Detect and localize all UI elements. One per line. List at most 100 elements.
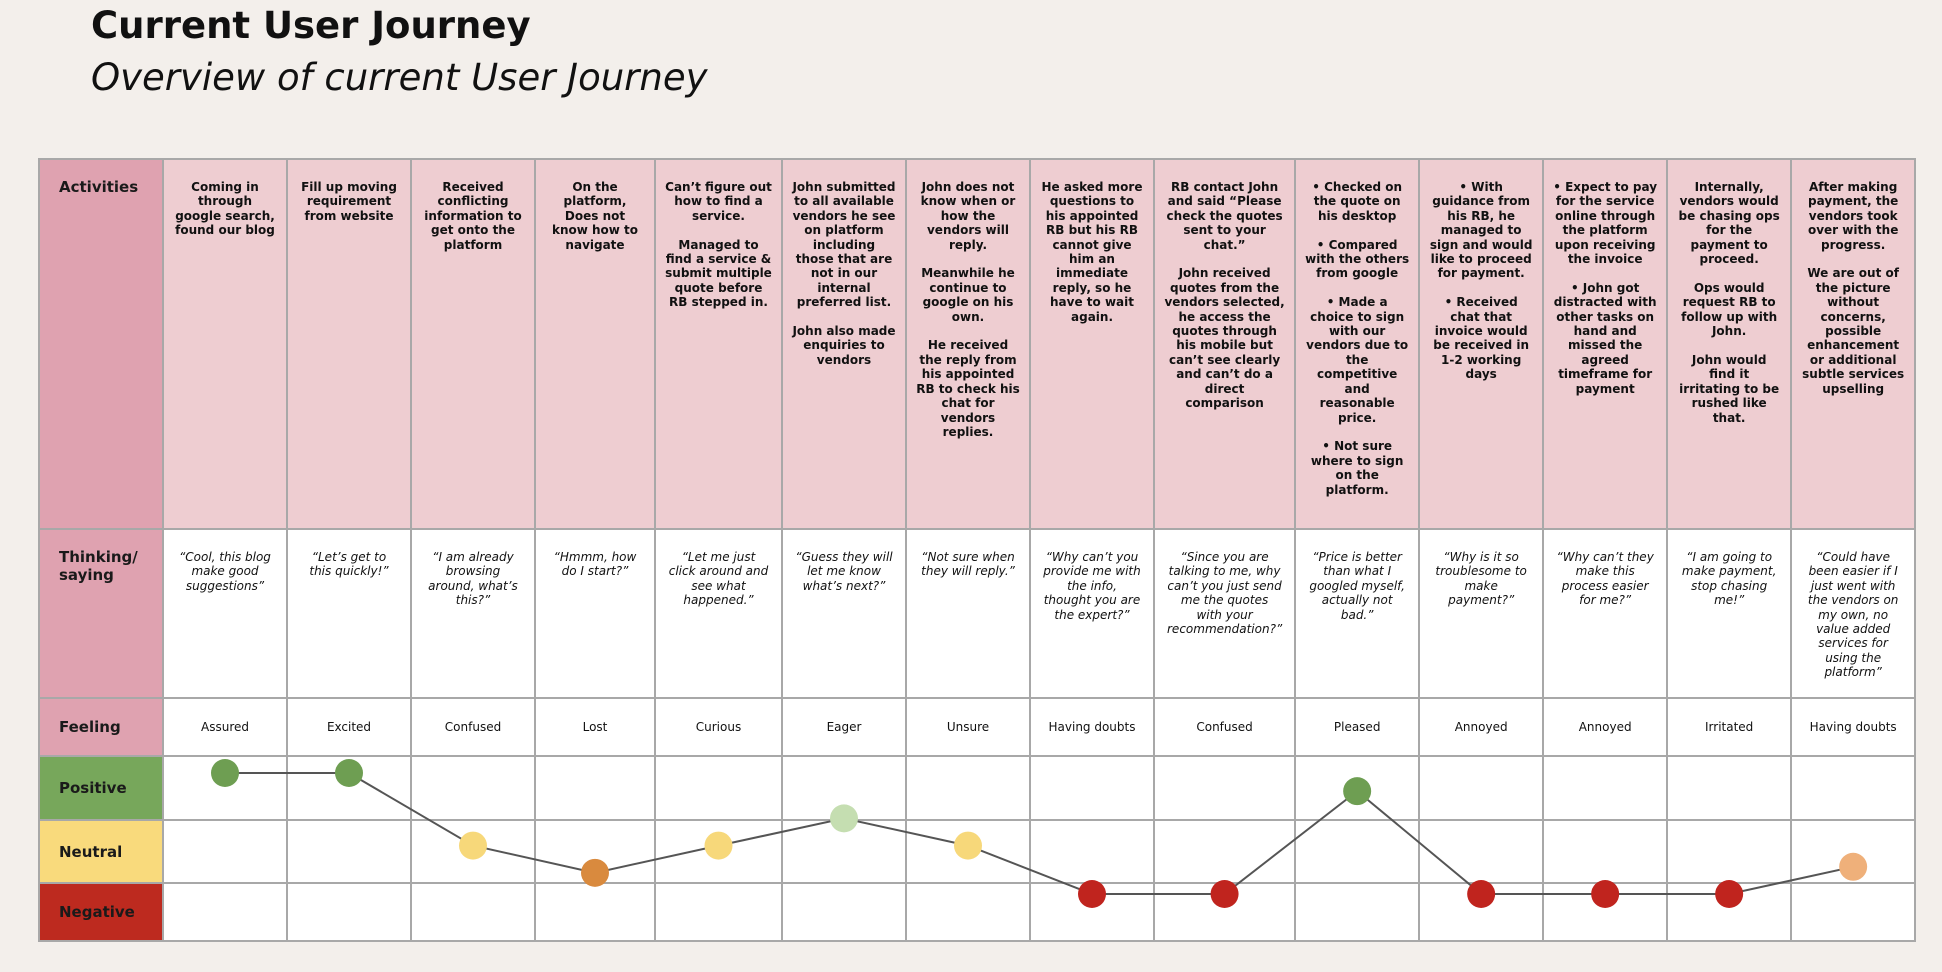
feeling-cell: Unsure — [905, 697, 1031, 757]
activity-cell: Received conflicting information to get … — [410, 158, 536, 530]
feeling-cell: Having doubts — [1029, 697, 1155, 757]
thinking-cell: “Guess they will let me know what’s next… — [781, 528, 907, 699]
feeling-cell: Pleased — [1294, 697, 1421, 757]
emotion-point — [1839, 852, 1868, 881]
sentiment-cell — [1029, 755, 1155, 821]
negative-row-label: Negative — [38, 882, 164, 942]
activities-row-label: Activities — [38, 158, 164, 530]
sentiment-cell — [1029, 819, 1155, 884]
feeling-cell: Excited — [286, 697, 412, 757]
activity-cell: Fill up moving requirement from website — [286, 158, 412, 530]
emotion-point — [830, 804, 858, 833]
thinking-cell: “Why can’t they make this process easier… — [1542, 528, 1669, 699]
positive-row-label: Positive — [38, 755, 164, 821]
emotion-curve-line — [225, 772, 1854, 895]
activity-cell: After making payment, the vendors took o… — [1790, 158, 1917, 530]
sentiment-cell — [654, 755, 783, 821]
feeling-cell: Curious — [654, 697, 783, 757]
sentiment-cell — [1666, 755, 1793, 821]
activity-cell: John does not know when or how the vendo… — [905, 158, 1031, 530]
thinking-cell: “I am already browsing around, what’s th… — [410, 528, 536, 699]
page-subtitle: Overview of current User Journey — [91, 56, 708, 99]
sentiment-cell — [286, 882, 412, 942]
activity-cell: Internally, vendors would be chasing ops… — [1666, 158, 1793, 530]
thinking-cell: “I am going to make payment, stop chasin… — [1666, 528, 1793, 699]
sentiment-cell — [1152, 819, 1297, 884]
feeling-cell: Assured — [162, 697, 288, 757]
feeling-row: Feeling Assured Excited Confused Lost Curiou… — [38, 697, 1917, 757]
thinking-cell: “Could have been easier if I just went w… — [1790, 528, 1917, 699]
thinking-row: Thinking/ saying “Cool, this blog make g… — [38, 528, 1917, 699]
feeling-cell: Having doubts — [1790, 697, 1917, 757]
sentiment-cell — [1294, 819, 1421, 884]
sentiment-cell — [1790, 882, 1917, 942]
feeling-row-label: Feeling — [38, 697, 164, 757]
thinking-cell: “Not sure when they will reply.” — [905, 528, 1031, 699]
emotion-point — [1078, 880, 1106, 908]
emotion-point — [1467, 880, 1496, 908]
sentiment-cell — [410, 882, 536, 942]
emotion-point — [1343, 777, 1372, 806]
emotion-point — [1591, 880, 1620, 908]
sentiment-cell — [781, 882, 907, 942]
sentiment-cell — [162, 882, 288, 942]
sentiment-cell — [1542, 819, 1669, 884]
activity-cell: John submitted to all available vendors … — [781, 158, 907, 530]
sentiment-cell — [1294, 755, 1421, 821]
emotion-point — [335, 759, 363, 787]
feeling-cell: Irritated — [1666, 697, 1793, 757]
feeling-cell: Confused — [1152, 697, 1297, 757]
emotion-point — [211, 759, 239, 787]
activity-cell: • Expect to pay for the service online t… — [1542, 158, 1669, 530]
emotion-point — [1210, 880, 1239, 908]
sentiment-cell — [1542, 755, 1669, 821]
feeling-cell: Eager — [781, 697, 907, 757]
activities-row: Activities Coming in through google sear… — [38, 158, 1917, 530]
emotion-point — [459, 831, 487, 860]
sentiment-cell — [410, 819, 536, 884]
thinking-cell: “Since you are talking to me, why can’t … — [1152, 528, 1297, 699]
thinking-cell: “Hmmm, how do I start?” — [534, 528, 656, 699]
emotion-point — [954, 831, 982, 860]
sentiment-cell — [654, 882, 783, 942]
emotion-point — [704, 831, 733, 860]
feeling-cell: Annoyed — [1542, 697, 1669, 757]
sentiment-cell — [1152, 882, 1297, 942]
thinking-cell: “Why can’t you provide me with the info,… — [1029, 528, 1155, 699]
sentiment-cell — [1790, 755, 1917, 821]
sentiment-cell — [1152, 755, 1297, 821]
sentiment-cell — [1294, 882, 1421, 942]
thinking-cell: “Let me just click around and see what h… — [654, 528, 783, 699]
sentiment-cell — [162, 819, 288, 884]
thinking-cell: “Price is better than what I googled mys… — [1294, 528, 1421, 699]
feeling-cell: Annoyed — [1418, 697, 1545, 757]
sentiment-cell — [1418, 819, 1545, 884]
activity-cell: RB contact John and said “Please check t… — [1152, 158, 1297, 530]
activity-cell: • With guidance from his RB, he managed … — [1418, 158, 1545, 530]
activity-cell: • Checked on the quote on his desktop • … — [1294, 158, 1421, 530]
sentiment-cell — [410, 755, 536, 821]
thinking-cell: “Cool, this blog make good suggestions” — [162, 528, 288, 699]
activity-cell: Coming in through google search, found o… — [162, 158, 288, 530]
sentiment-cell — [905, 755, 1031, 821]
sentiment-cell — [1418, 755, 1545, 821]
thinking-row-label: Thinking/ saying — [38, 528, 164, 699]
activity-cell: On the platform, Does not know how to na… — [534, 158, 656, 530]
neutral-row: Neutral — [38, 819, 1917, 884]
page-title: Current User Journey — [91, 4, 531, 47]
activity-cell: Can’t figure out how to find a service. … — [654, 158, 783, 530]
thinking-cell: “Why is it so troublesome to make paymen… — [1418, 528, 1545, 699]
positive-row: Positive — [38, 755, 1917, 821]
negative-row: Negative — [38, 882, 1917, 942]
sentiment-cell — [534, 755, 656, 821]
thinking-cell: “Let’s get to this quickly!” — [286, 528, 412, 699]
journey-map-table: Activities Coming in through google sear… — [38, 158, 1917, 942]
sentiment-cell — [1029, 882, 1155, 942]
emotion-point — [581, 858, 609, 887]
activity-cell: He asked more questions to his appointed… — [1029, 158, 1155, 530]
sentiment-cell — [534, 882, 656, 942]
emotion-point — [1715, 880, 1744, 908]
neutral-row-label: Neutral — [38, 819, 164, 884]
feeling-cell: Confused — [410, 697, 536, 757]
